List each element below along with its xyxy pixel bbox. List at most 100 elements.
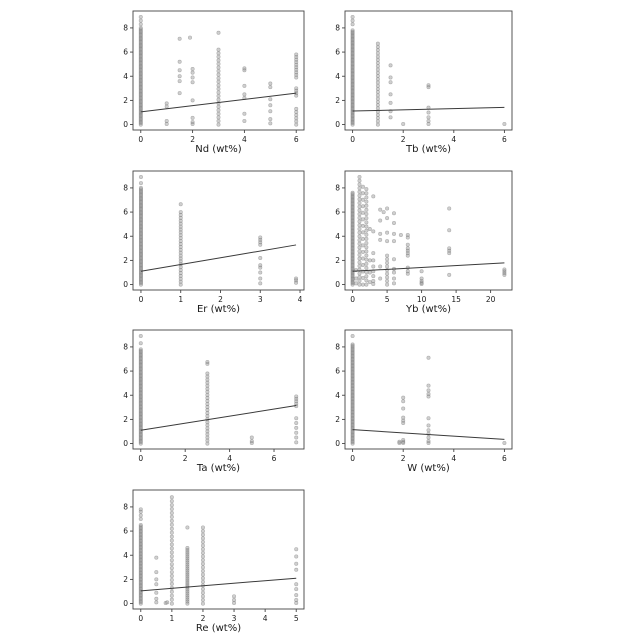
data-point xyxy=(350,28,355,33)
data-point xyxy=(164,104,169,109)
data-point xyxy=(360,256,365,261)
data-point xyxy=(294,567,299,572)
data-point xyxy=(378,231,383,236)
data-point xyxy=(502,121,507,126)
data-point xyxy=(357,234,362,239)
data-point xyxy=(364,257,369,262)
data-point xyxy=(216,97,221,102)
y-tick-label: 0 xyxy=(123,120,128,129)
data-point xyxy=(360,249,365,254)
data-point xyxy=(357,282,362,287)
data-point xyxy=(190,115,195,120)
data-point xyxy=(169,542,174,547)
data-point xyxy=(205,374,210,379)
data-point xyxy=(375,77,380,82)
data-point xyxy=(178,230,183,235)
data-point xyxy=(419,281,424,286)
data-point xyxy=(205,408,210,413)
data-point xyxy=(178,221,183,226)
data-point xyxy=(401,395,406,400)
data-point xyxy=(200,543,205,548)
plot-svg: 0 1 2 3 4 5 0 2 4 6 8 xyxy=(123,489,305,623)
data-point xyxy=(357,230,362,235)
data-point xyxy=(294,435,299,440)
y-tick-label: 4 xyxy=(335,72,340,81)
x-tick-label: 2 xyxy=(401,454,406,463)
data-point xyxy=(388,80,393,85)
x-tick-label: 5 xyxy=(385,295,390,304)
data-point xyxy=(294,106,299,111)
data-point xyxy=(294,440,299,445)
data-point xyxy=(447,246,452,251)
x-tick-label: 6 xyxy=(502,135,507,144)
data-point xyxy=(258,270,263,275)
data-point xyxy=(364,249,369,254)
data-point xyxy=(169,507,174,512)
data-point xyxy=(216,122,221,127)
data-point xyxy=(205,380,210,385)
data-point xyxy=(165,600,170,605)
data-point xyxy=(367,226,372,231)
data-point xyxy=(388,75,393,80)
data-point xyxy=(426,439,431,444)
x-tick-label: 2 xyxy=(201,614,206,623)
data-point xyxy=(177,59,182,64)
data-point xyxy=(138,22,143,27)
data-point xyxy=(154,570,159,575)
data-point xyxy=(200,558,205,563)
data-point xyxy=(294,597,299,602)
data-point xyxy=(154,577,159,582)
y-tick-label: 0 xyxy=(335,280,340,289)
data-point xyxy=(375,106,380,111)
data-point xyxy=(357,219,362,224)
data-point xyxy=(426,110,431,115)
data-point xyxy=(360,282,365,287)
data-point xyxy=(205,398,210,403)
data-point xyxy=(426,428,431,433)
data-point xyxy=(169,522,174,527)
data-point xyxy=(364,253,369,258)
data-point xyxy=(426,392,431,397)
data-point xyxy=(375,86,380,91)
data-point xyxy=(294,600,299,605)
y-tick-label: 0 xyxy=(123,280,128,289)
x-tick-label: 20 xyxy=(486,295,496,304)
data-point xyxy=(357,275,362,280)
data-point xyxy=(294,421,299,426)
data-point xyxy=(357,223,362,228)
data-point xyxy=(371,251,376,256)
data-point xyxy=(294,587,299,592)
data-point xyxy=(178,256,183,261)
data-point xyxy=(249,435,254,440)
data-point xyxy=(258,235,263,240)
data-point xyxy=(169,530,174,535)
data-point xyxy=(169,495,174,500)
data-point xyxy=(364,212,369,217)
x-tick-label: 4 xyxy=(242,135,247,144)
data-point xyxy=(385,230,390,235)
data-point xyxy=(138,181,143,186)
data-point xyxy=(205,426,210,431)
data-point xyxy=(350,22,355,27)
data-point xyxy=(200,579,205,584)
trend-line xyxy=(352,106,505,112)
data-point xyxy=(360,230,365,235)
data-point xyxy=(242,83,247,88)
x-axis-label-ta: Ta (wt%) xyxy=(196,463,241,474)
data-point xyxy=(190,80,195,85)
y-tick-label: 0 xyxy=(123,599,128,608)
y-tick-label: 6 xyxy=(335,367,340,376)
data-point xyxy=(360,236,365,241)
data-point xyxy=(357,245,362,250)
data-point xyxy=(216,69,221,74)
data-point xyxy=(169,581,174,586)
data-point xyxy=(178,202,183,207)
x-tick-label: 3 xyxy=(232,614,237,623)
data-point xyxy=(375,73,380,78)
data-point xyxy=(375,99,380,104)
data-point xyxy=(371,264,376,269)
trend-line xyxy=(352,262,505,272)
data-point xyxy=(360,184,365,189)
x-tick-label: 6 xyxy=(272,454,277,463)
data-point xyxy=(169,550,174,555)
